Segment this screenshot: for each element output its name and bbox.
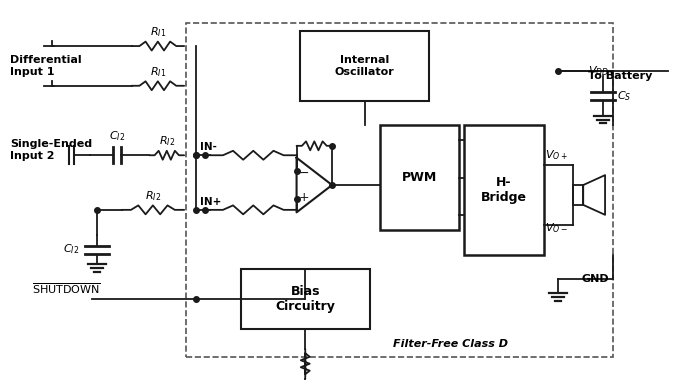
Bar xyxy=(240,269,370,329)
Text: $\overline{\mathrm{SHUTDOWN}}$: $\overline{\mathrm{SHUTDOWN}}$ xyxy=(32,282,101,296)
Text: Internal
Oscillator: Internal Oscillator xyxy=(335,55,395,77)
Text: $V_{O-}$: $V_{O-}$ xyxy=(545,221,569,235)
Bar xyxy=(186,23,613,357)
Text: To Battery: To Battery xyxy=(588,71,652,81)
Text: $+$: $+$ xyxy=(298,191,309,204)
Bar xyxy=(573,185,583,205)
Bar xyxy=(300,31,429,101)
Bar xyxy=(464,125,543,255)
Text: Bias
Circuitry: Bias Circuitry xyxy=(275,285,335,313)
Text: $C_S$: $C_S$ xyxy=(617,89,631,102)
Text: $R_{I1}$: $R_{I1}$ xyxy=(150,65,166,79)
Text: $R_{I1}$: $R_{I1}$ xyxy=(150,25,166,39)
Text: PWM: PWM xyxy=(402,171,437,184)
Text: $-$: $-$ xyxy=(298,166,309,179)
Text: GND: GND xyxy=(582,274,609,284)
Text: Differential
Input 1: Differential Input 1 xyxy=(10,55,82,77)
Text: $V_{DD}$: $V_{DD}$ xyxy=(588,64,609,78)
Text: H-
Bridge: H- Bridge xyxy=(481,176,527,204)
Text: $R_{I2}$: $R_{I2}$ xyxy=(159,134,175,148)
Text: $V_{O+}$: $V_{O+}$ xyxy=(545,149,569,162)
Text: $R_{I2}$: $R_{I2}$ xyxy=(145,189,161,203)
Text: IN-: IN- xyxy=(200,142,217,152)
Text: $C_{I2}$: $C_{I2}$ xyxy=(63,243,79,256)
Text: $C_{I2}$: $C_{I2}$ xyxy=(108,130,125,143)
Text: IN+: IN+ xyxy=(200,197,221,207)
Text: Filter-Free Class D: Filter-Free Class D xyxy=(394,339,508,349)
Text: Single-Ended
Input 2: Single-Ended Input 2 xyxy=(10,139,93,161)
Bar xyxy=(380,125,459,230)
